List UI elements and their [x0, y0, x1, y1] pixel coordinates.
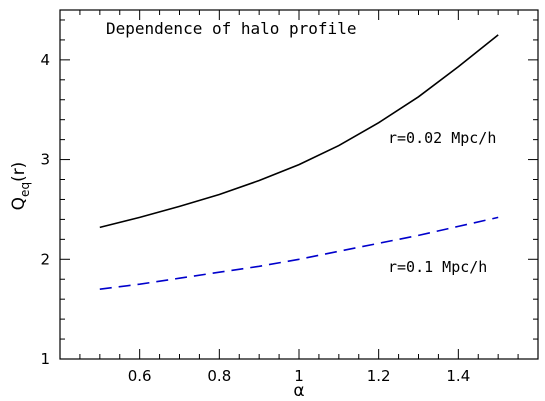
- axis-ticks: [60, 10, 538, 359]
- series-group: [99, 34, 499, 290]
- series-line-1: [99, 34, 499, 229]
- series-line-2: [99, 216, 499, 290]
- annotation-series-1: r=0.02 Mpc/h: [388, 129, 496, 147]
- x-tick-label: 1: [294, 367, 304, 385]
- chart-title: Dependence of halo profile: [106, 19, 356, 38]
- y-axis-label-main: Q: [9, 197, 29, 210]
- plot-frame: [59, 9, 539, 360]
- axis-tick-labels: 0.6 0.8 1 1.2 1.4 1 2 3 4: [40, 51, 470, 385]
- y-tick-label: 4: [40, 51, 50, 69]
- x-tick-label: 1.2: [367, 367, 391, 385]
- x-tick-label: 1.4: [446, 367, 470, 385]
- y-axis-label: Qeq(r): [9, 162, 32, 211]
- y-axis-label-suffix: (r): [9, 162, 29, 182]
- x-axis-label: α: [293, 381, 304, 401]
- svg-text:Qeq(r): Qeq(r): [9, 162, 32, 211]
- annotation-series-2: r=0.1 Mpc/h: [388, 258, 487, 276]
- x-tick-label: 0.8: [207, 367, 231, 385]
- y-tick-label: 2: [40, 250, 50, 268]
- x-tick-label: 0.6: [128, 367, 152, 385]
- y-tick-label: 3: [40, 151, 50, 169]
- y-axis-label-subscript: eq: [18, 182, 32, 197]
- y-tick-label: 1: [40, 350, 50, 368]
